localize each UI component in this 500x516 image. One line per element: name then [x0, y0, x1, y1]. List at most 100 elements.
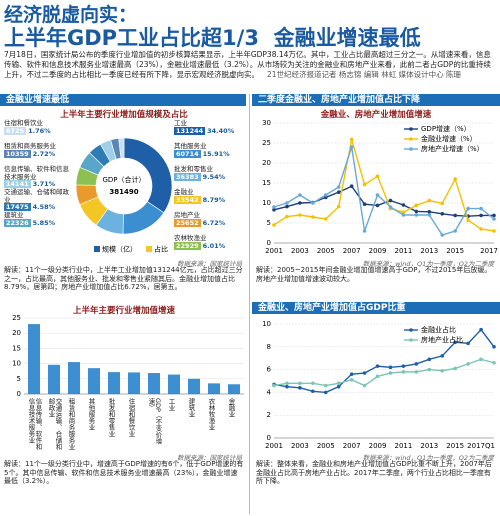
chart: GDP（合计） 381490 规模（亿） 占比 工业 131244 34.40% 其他服务业 6… — [2, 118, 246, 258]
section-header: 金融业增速最低 — [0, 94, 246, 106]
point — [466, 218, 470, 222]
y-tick-label: 5 — [17, 375, 21, 383]
point — [311, 201, 315, 205]
source: 数据来源：wind，Q1为一季度，Q2为二季度 — [362, 454, 494, 462]
y-tick-label: 15 — [262, 179, 271, 187]
x-tick-label: 2013 — [420, 442, 438, 450]
point — [401, 364, 406, 368]
legend-label: 规模（亿） — [102, 245, 137, 254]
point — [401, 210, 406, 214]
note: 解读：11个一级分类行业中，上半年工业增加值131244亿元，占比超过三分之一，… — [4, 266, 243, 291]
chart-title: 金融业、房地产业增加值占GDP比重 — [252, 302, 500, 314]
value-row: 131244 34.40% — [174, 126, 244, 136]
point — [492, 360, 496, 365]
point — [285, 204, 289, 209]
y-tick-label: 0 — [267, 434, 271, 442]
point — [375, 203, 380, 208]
value-row: 36383 9.54% — [174, 172, 244, 182]
point — [298, 193, 302, 197]
legend-marker — [409, 137, 413, 141]
x-tick-label: 建筑业 — [187, 398, 195, 418]
series-line — [273, 146, 495, 236]
x-tick-label: 2001 — [265, 247, 283, 255]
legend-marker — [409, 328, 413, 332]
bar — [168, 374, 180, 394]
x-tick-label: 住宿和餐饮业 — [127, 398, 135, 437]
point — [362, 371, 367, 375]
point — [466, 362, 470, 366]
legend-swatch — [94, 246, 100, 252]
point — [453, 213, 457, 218]
divider — [249, 94, 250, 514]
legend-marker — [409, 338, 413, 342]
point — [479, 227, 483, 231]
point — [440, 233, 445, 237]
value-row: 60714 15.91% — [174, 149, 244, 159]
legend-swatch — [146, 246, 152, 252]
value-label: 60714 — [174, 149, 201, 158]
chart: 0 5 10 15 20 25 30 2001 2003 2005 2007 2009 2011 2013… — [254, 117, 498, 257]
y-tick-label: 20 — [12, 329, 21, 337]
point — [414, 362, 419, 366]
chart-svg: 0 5 10 15 20 25 30 2001 2003 2005 2007 2009 2011 2013… — [262, 119, 498, 255]
value-row: 22326 5.85% — [4, 218, 74, 228]
y-tick-label: 20 — [262, 159, 271, 167]
point — [272, 205, 276, 209]
point — [336, 384, 341, 389]
chart-svg: 0 2 4 6 8 10 2001 2003 2005 2007 2009 2011 2013 2015 2… — [262, 320, 496, 450]
y-tick-label: 0 — [267, 239, 271, 247]
x-tick-label: 批发和零售业 — [107, 398, 115, 437]
x-tick-label: 农林牧渔业 — [207, 398, 215, 431]
y-tick-label: 30 — [262, 119, 271, 127]
point — [414, 203, 419, 208]
point — [349, 145, 354, 149]
bar — [208, 383, 220, 394]
point — [272, 383, 276, 388]
source: 数据来源：国家统计局 — [177, 260, 242, 268]
value-label: 22326 — [4, 218, 31, 227]
value-label: 17475 — [4, 203, 31, 211]
point — [414, 370, 419, 374]
section-header: 二季度金融业、房地产业增加值占比下降 — [252, 94, 500, 106]
point — [440, 354, 445, 358]
category-label: 农林牧渔业 — [174, 234, 207, 242]
x-tick-label: 2017Q1 — [467, 442, 495, 450]
point — [298, 201, 302, 205]
category-label: 租赁和商务服务业 — [4, 142, 56, 150]
share-label: 6.72% — [202, 218, 226, 227]
point — [388, 198, 393, 203]
pie-label: 房地产业 25652 6.72% — [174, 211, 244, 227]
point — [414, 213, 419, 217]
y-tick-label: 6 — [267, 366, 272, 374]
pie-label: 交通运输、仓储和邮政业 17475 4.58% — [4, 188, 74, 212]
y-tick-label: 4 — [267, 388, 272, 396]
legend-label: GDP增速（%） — [421, 124, 471, 133]
source: 数据来源：wind，Q1为一季度，Q2为二季度 — [362, 260, 494, 268]
point — [298, 213, 302, 217]
share-label: 1.76% — [28, 126, 51, 135]
category-label: 房地产业 — [174, 211, 200, 219]
chart-title: 金融业、房地产业增加值增速 — [320, 110, 432, 120]
point — [285, 384, 289, 389]
value-label: 22929 — [174, 241, 201, 250]
y-tick-label: 25 — [12, 314, 21, 322]
point — [492, 229, 496, 233]
x-tick-label: 2005 — [317, 247, 335, 255]
value-row: 10359 2.72% — [4, 149, 74, 159]
bar — [88, 368, 100, 394]
note: 解读：2005~2015年间金融业增加值增速高于GDP，不过2015年后放缓。房… — [256, 266, 492, 283]
point — [453, 229, 457, 233]
point — [401, 213, 406, 217]
x-tick-label: 交通运输、仓储和邮政业 — [47, 398, 62, 450]
value-label: 25652 — [174, 218, 201, 227]
point — [285, 214, 289, 219]
point — [298, 386, 302, 390]
center-label: GDP（合计） — [102, 175, 145, 184]
share-label: 15.91% — [202, 149, 230, 158]
x-tick-label: 2007 — [343, 247, 361, 255]
point — [349, 184, 354, 188]
category-label: 住宿和餐饮业 — [4, 119, 43, 127]
point — [466, 341, 470, 346]
pie-label: 住宿和餐饮业 6725 1.76% — [4, 119, 74, 135]
point — [362, 229, 367, 233]
